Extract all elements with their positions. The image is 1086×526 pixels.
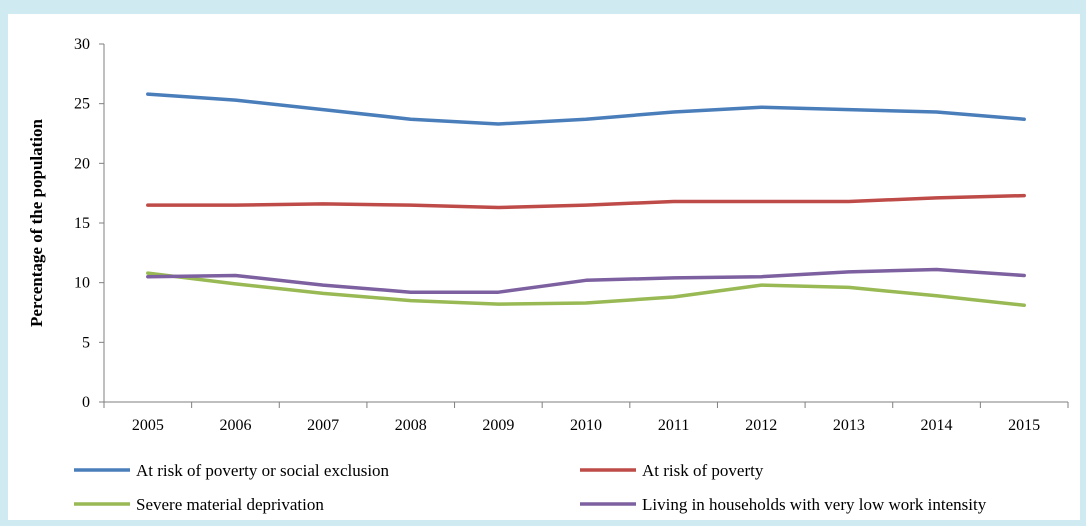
series-line-3 [146, 271, 1026, 308]
series-line-2 [146, 193, 1026, 210]
line-chart: 0 5 10 15 20 25 30 2005 2006 2007 2008 2009 2010 2011… [27, 36, 1069, 514]
series-line-4 [146, 267, 1026, 294]
legend-item: At risk of poverty [580, 461, 764, 480]
x-tick-label: 2010 [570, 417, 602, 434]
x-tick-label: 2008 [395, 417, 427, 434]
x-tick-label: 2012 [745, 417, 777, 434]
legend-label: At risk of poverty [642, 461, 764, 480]
x-tick-label: 2013 [833, 417, 865, 434]
x-tick-label: 2015 [1008, 417, 1040, 434]
x-tick-label: 2006 [219, 417, 251, 434]
chart-frame: 0 5 10 15 20 25 30 2005 2006 2007 2008 2009 2010 2011… [8, 14, 1080, 520]
legend-label: Severe material deprivation [136, 495, 324, 514]
axes [99, 43, 1069, 408]
legend-label: Living in households with very low work … [642, 495, 987, 514]
x-tick-label: 2007 [307, 417, 339, 434]
series-line-1 [146, 92, 1026, 126]
y-tick-label: 5 [82, 334, 90, 351]
y-tick-label: 30 [74, 36, 90, 53]
tick-labels: 0 5 10 15 20 25 30 2005 2006 2007 2008 2009 2010 2011… [74, 36, 1040, 434]
y-tick-label: 15 [74, 215, 90, 232]
x-tick-label: 2011 [658, 417, 689, 434]
x-tick-label: 2009 [482, 417, 514, 434]
legend-item: Severe material deprivation [74, 495, 324, 514]
legend-label: At risk of poverty or social exclusion [136, 461, 390, 480]
series-lines [146, 92, 1026, 308]
legend-item: At risk of poverty or social exclusion [74, 461, 390, 480]
legend: At risk of poverty or social exclusion At… [74, 461, 987, 514]
x-tick-label: 2005 [132, 417, 164, 434]
y-tick-label: 10 [74, 275, 90, 292]
x-tick-label: 2014 [921, 417, 953, 434]
y-tick-label: 0 [82, 394, 90, 411]
y-axis-label: Percentage of the population [27, 118, 46, 326]
legend-item: Living in households with very low work … [580, 495, 987, 514]
y-tick-label: 20 [74, 155, 90, 172]
y-tick-label: 25 [74, 96, 90, 113]
